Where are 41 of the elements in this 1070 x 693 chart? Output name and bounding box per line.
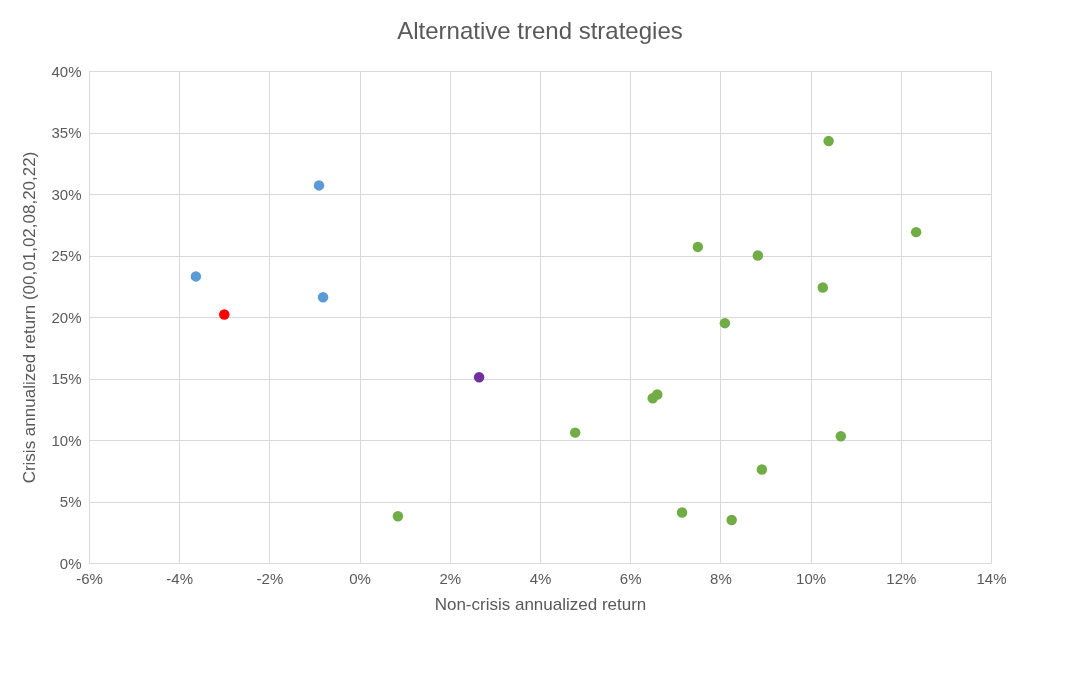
x-axis-title: Non-crisis annualized return — [434, 594, 647, 614]
y-tick-label: 10% — [51, 431, 82, 449]
x-tick-label: 4% — [529, 569, 552, 587]
y-tick-label: 5% — [59, 493, 82, 510]
point — [676, 507, 688, 518]
point — [910, 226, 922, 238]
point — [823, 135, 834, 147]
point — [756, 464, 768, 475]
y-tick-label: 0% — [59, 554, 82, 572]
y-tick-label: 25% — [51, 247, 82, 264]
point — [752, 250, 764, 261]
y-axis-title: Crisis annualized return (00,01,02,08,20,22) — [20, 151, 40, 484]
point — [652, 389, 663, 400]
x-tick-label: 10% — [796, 569, 827, 587]
point — [719, 317, 731, 329]
x-tick-label: 14% — [976, 569, 1007, 587]
x-tick-label: 0% — [349, 569, 371, 587]
y-tick-label: 20% — [51, 308, 82, 326]
point — [317, 292, 329, 303]
point — [473, 372, 485, 383]
x-tick-label: 6% — [619, 569, 642, 587]
point — [817, 282, 829, 293]
chart-title: Alternative trend strategies — [397, 17, 683, 44]
y-tick-label: 15% — [51, 370, 82, 387]
point — [835, 431, 847, 442]
x-tick-label: -4% — [166, 569, 194, 587]
y-tick-label: 30% — [51, 185, 82, 203]
point — [313, 180, 325, 191]
point — [692, 241, 704, 253]
x-tick-label: 8% — [710, 569, 732, 587]
point — [726, 514, 737, 526]
point — [219, 309, 230, 320]
point — [392, 511, 404, 522]
y-tick-label: 40% — [51, 62, 82, 80]
y-tick-label: 35% — [51, 124, 82, 141]
x-tick-label: -6% — [76, 569, 103, 587]
point — [569, 427, 581, 438]
x-tick-label: 12% — [886, 569, 917, 587]
x-tick-label: 2% — [439, 569, 462, 587]
point — [190, 271, 202, 282]
x-tick-label: -2% — [256, 569, 284, 587]
